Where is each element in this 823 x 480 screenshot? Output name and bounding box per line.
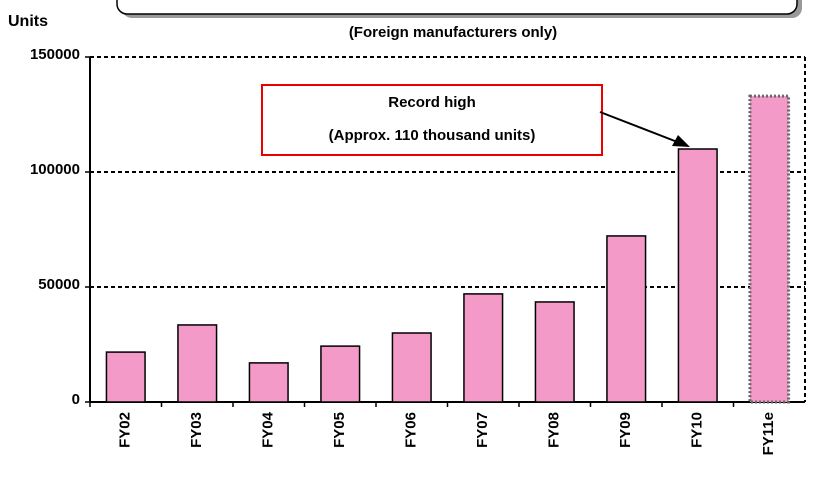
- annotation-line: Record high: [388, 94, 476, 111]
- x-tick-label: FY03: [188, 412, 205, 448]
- x-tick-label: FY08: [546, 412, 563, 448]
- bar: [391, 332, 432, 403]
- bar: [534, 301, 575, 403]
- x-tick-label: FY10: [689, 412, 706, 448]
- bar: [320, 345, 361, 403]
- bar: [677, 148, 718, 403]
- x-tick-label: FY04: [260, 411, 277, 448]
- x-tick-label: FY05: [331, 412, 348, 448]
- y-tick-label: 150000: [30, 46, 80, 63]
- bar: [177, 324, 218, 403]
- plot: 0 50000 100000 150000 FY02 FY03 FY04 FY05 FY06 FY…: [30, 46, 806, 455]
- header-box: [116, 0, 798, 15]
- bar: [463, 293, 504, 403]
- x-tick-label: FY11e: [760, 412, 777, 455]
- annotation-line: (Approx. 110 thousand units): [329, 127, 536, 144]
- y-tick-label: 50000: [38, 276, 80, 293]
- x-tick-label: FY09: [617, 412, 634, 448]
- x-tick-label: FY06: [403, 412, 420, 448]
- bar: [748, 94, 791, 404]
- annotation-arrow: [599, 111, 681, 144]
- x-tick-label: FY07: [474, 412, 491, 448]
- annotation-arrowhead: [672, 135, 690, 147]
- y-tick-label: 100000: [30, 161, 80, 178]
- bar: [248, 362, 289, 403]
- y-tick-label: 0: [72, 391, 80, 408]
- x-tick-label: FY02: [117, 412, 134, 448]
- bar: [105, 351, 146, 403]
- bar: [606, 235, 647, 403]
- annotation-box: [261, 84, 603, 156]
- subtitle: (Foreign manufacturers only): [349, 24, 557, 41]
- y-axis-label: Units: [8, 13, 48, 30]
